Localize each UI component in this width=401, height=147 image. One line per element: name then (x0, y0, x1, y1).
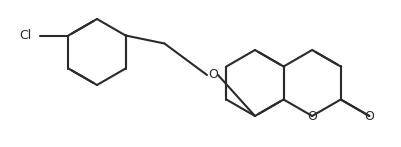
Text: O: O (363, 110, 373, 122)
Text: Cl: Cl (19, 29, 31, 42)
Text: O: O (306, 110, 316, 122)
Text: O: O (208, 69, 217, 81)
